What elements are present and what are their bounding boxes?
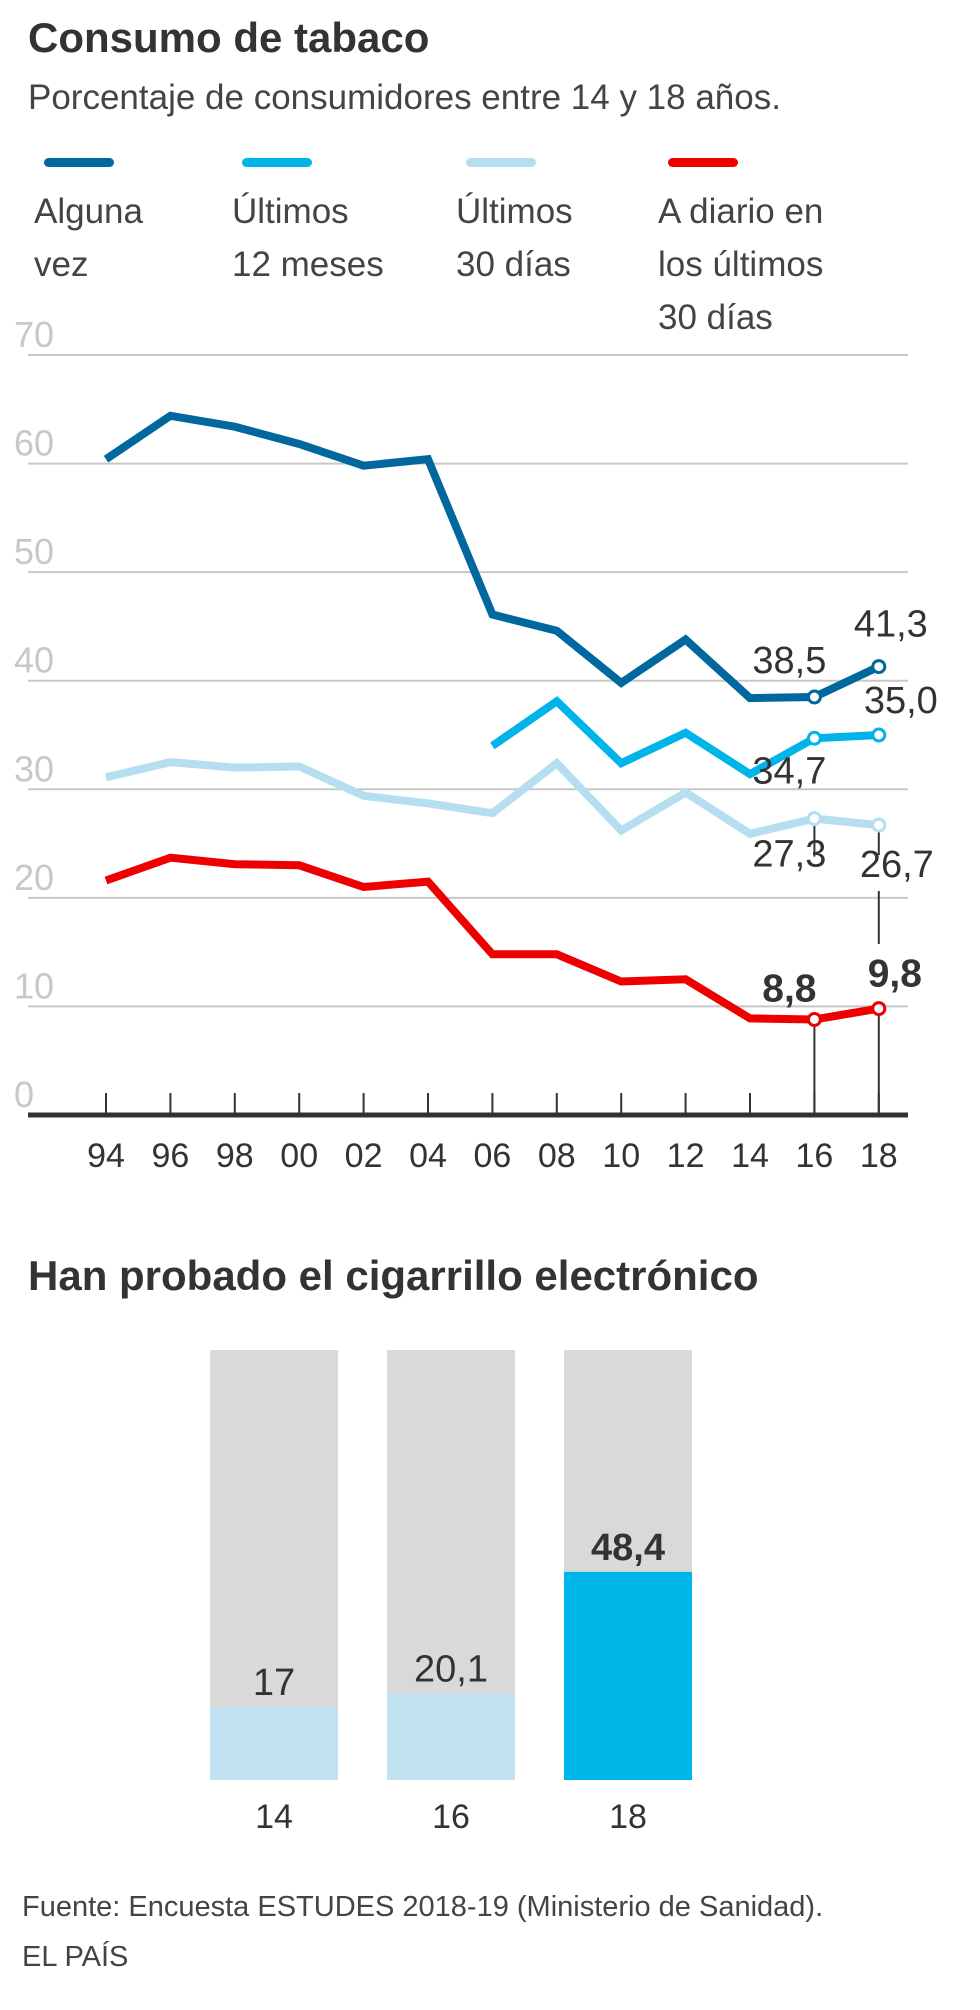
legend-item-a-diario: A diario en los últimos 30 días: [658, 158, 823, 344]
legend-swatch: [44, 158, 114, 167]
legend-item-alguna-vez: Alguna vez: [34, 158, 143, 291]
x-tick-label: 00: [280, 1137, 318, 1175]
x-tick-label: 94: [87, 1137, 125, 1175]
y-tick-label: 10: [14, 965, 54, 1006]
chart-subtitle: Porcentaje de consumidores entre 14 y 18…: [28, 78, 781, 117]
bar-chart: 17 14 20,1 16 48,4 18: [210, 1350, 692, 1836]
y-tick-label: 0: [14, 1074, 34, 1115]
bar: [387, 1693, 515, 1780]
x-tick-label: 18: [860, 1137, 898, 1175]
legend-item-ultimos-12-meses: Últimos 12 meses: [232, 158, 384, 291]
y-tick-label: 40: [14, 640, 54, 681]
legend-label: Últimos 30 días: [456, 192, 573, 284]
endpoint-marker: [806, 689, 822, 705]
publisher-name: EL PAÍS: [22, 1941, 129, 1973]
value-label: 26,7: [860, 844, 934, 886]
legend-swatch: [466, 158, 536, 167]
bar-value-label: 17: [253, 1662, 295, 1704]
y-axis-ticks: 0 10 20 30 40 50 60 70: [14, 314, 54, 1115]
legend-swatch: [668, 158, 738, 167]
value-label: 35,0: [864, 680, 938, 722]
endpoint-marker: [806, 1011, 822, 1027]
annotation-leaders: [813, 824, 880, 1115]
value-label: 41,3: [854, 604, 928, 646]
legend-label: A diario en los últimos 30 días: [658, 192, 824, 337]
endpoint-marker: [871, 817, 887, 833]
x-tick-label: 06: [473, 1137, 511, 1175]
value-label: 27,3: [752, 834, 826, 876]
endpoint-marker: [871, 659, 887, 675]
bar-category-label: 14: [255, 1798, 293, 1836]
x-tick-label: 02: [345, 1137, 383, 1175]
bar-category-label: 16: [432, 1798, 470, 1836]
endpoint-marker: [871, 1001, 887, 1017]
endpoint-marker: [806, 730, 822, 746]
x-tick-label: 12: [667, 1137, 705, 1175]
series-line-alguna-vez: [103, 411, 881, 703]
bar-category-label: 18: [609, 1798, 647, 1836]
endpoint-marker: [806, 811, 822, 827]
x-tick-label: 14: [731, 1137, 769, 1175]
series-lines: [103, 411, 881, 1024]
legend-label: Últimos 12 meses: [232, 192, 384, 284]
y-tick-label: 30: [14, 748, 54, 789]
value-label: 9,8: [868, 953, 922, 996]
chart-title: Consumo de tabaco: [28, 14, 430, 61]
x-tick-label: 96: [151, 1137, 189, 1175]
legend-swatch: [242, 158, 312, 167]
bar: [564, 1571, 692, 1780]
bar: [210, 1706, 338, 1780]
value-label: 38,5: [752, 640, 826, 682]
y-tick-label: 50: [14, 531, 54, 572]
endpoint-markers: [806, 659, 887, 1027]
x-tick-label: 10: [602, 1137, 640, 1175]
bar-chart-title: Han probado el cigarrillo electrónico: [28, 1252, 759, 1299]
y-tick-label: 70: [14, 314, 54, 355]
legend-label: Alguna vez: [34, 192, 143, 284]
value-label: 34,7: [752, 750, 826, 792]
x-axis: 94 96 98 00 02 04 06 08 10 12 14 16 18: [28, 1093, 908, 1175]
bar-value-label: 20,1: [414, 1649, 488, 1691]
x-tick-label: 98: [216, 1137, 254, 1175]
x-tick-label: 16: [795, 1137, 833, 1175]
y-tick-label: 60: [14, 423, 54, 464]
series-line-ultimos-30-dias: [105, 757, 880, 839]
y-tick-label: 20: [14, 857, 54, 898]
source-text: Fuente: Encuesta ESTUDES 2018-19 (Minist…: [22, 1891, 824, 1923]
endpoint-marker: [871, 727, 887, 743]
x-tick-label: 08: [538, 1137, 576, 1175]
legend-item-ultimos-30-dias: Últimos 30 días: [456, 158, 573, 291]
legend: Alguna vez Últimos 12 meses Últimos 30 d…: [0, 158, 980, 338]
source-note: Fuente: Encuesta ESTUDES 2018-19 (Minist…: [22, 1882, 823, 1982]
series-line-a-diario: [104, 853, 880, 1024]
value-labels: 38,5 41,3 34,7 35,0 27,3 26,7 8,8 9,8: [752, 604, 937, 1011]
value-label: 8,8: [762, 967, 816, 1010]
bar-value-label: 48,4: [591, 1527, 665, 1569]
grid-lines: [28, 354, 908, 1008]
x-tick-label: 04: [409, 1137, 447, 1175]
line-chart: 0 10 20 30 40 50 60 70 94 96 98 00 02 04 06 08 10 12 14 16…: [14, 314, 938, 1175]
